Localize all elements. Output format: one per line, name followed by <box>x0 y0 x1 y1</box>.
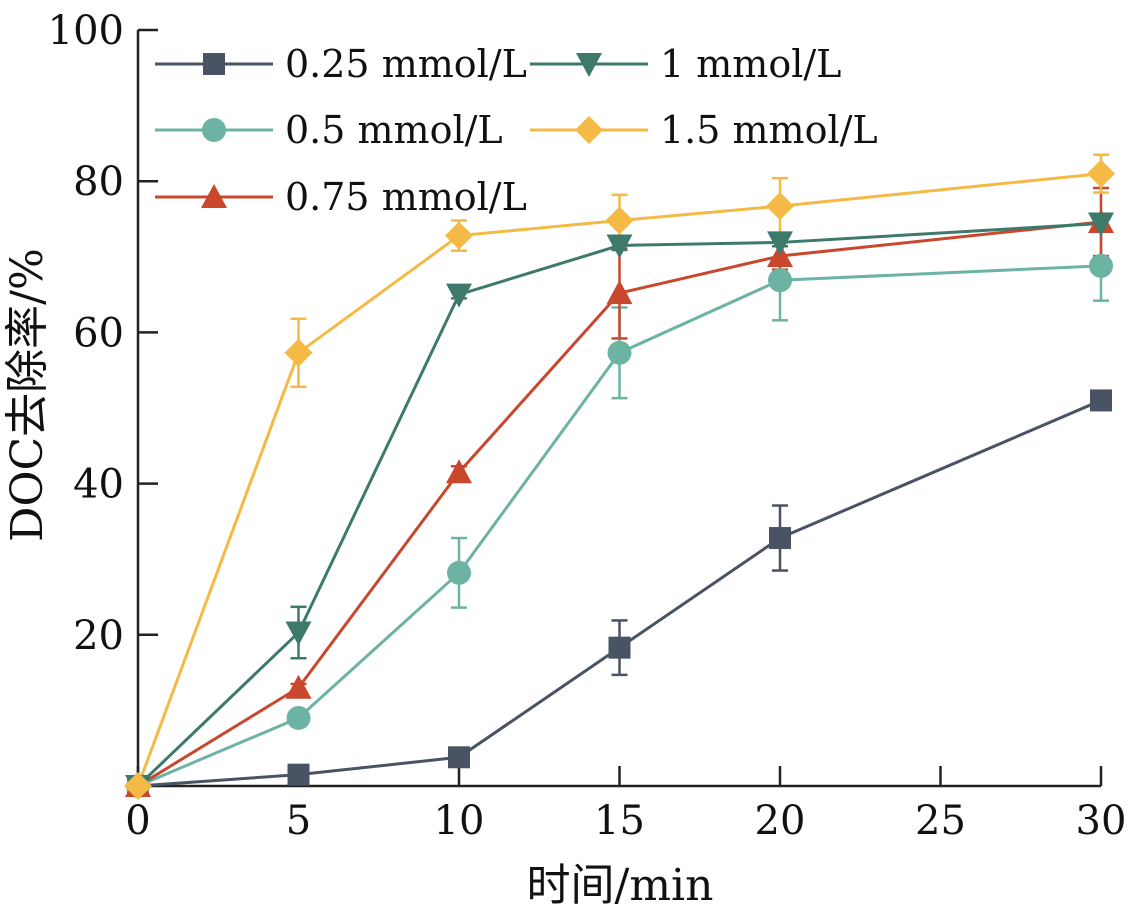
y-tick-label: 60 <box>73 310 124 356</box>
error-bars <box>290 153 1109 780</box>
legend-label: 0.5 mmol/L <box>285 108 503 152</box>
y-tick-label: 40 <box>73 462 124 508</box>
x-axis-title: 时间/min <box>527 860 714 911</box>
x-tick-label: 20 <box>755 798 806 844</box>
data-point <box>607 340 632 365</box>
legend-marker <box>201 184 227 208</box>
y-axis-title: DOC去除率/% <box>2 248 53 542</box>
x-tick-label: 15 <box>594 798 645 844</box>
data-point <box>445 221 473 250</box>
x-tick-label: 30 <box>1076 798 1127 844</box>
data-point <box>767 231 793 256</box>
legend-marker <box>203 53 225 75</box>
series-lines <box>136 172 1102 788</box>
data-point <box>286 705 311 730</box>
legend-label: 1.5 mmol/L <box>660 108 878 152</box>
data-point <box>1087 159 1115 188</box>
series-line-3 <box>136 222 1102 788</box>
x-tick-label: 25 <box>915 798 966 844</box>
axes: 0 5 10 15 20 25 30 20 40 60 80 100 <box>48 8 1127 844</box>
data-point <box>605 206 634 235</box>
series-line-4 <box>136 172 1102 787</box>
x-tick-label: 0 <box>125 798 150 844</box>
data-point <box>285 621 312 646</box>
legend-marker <box>576 53 602 77</box>
data-point <box>768 268 792 293</box>
legend: 0.25 mmol/L 0.5 mmol/L 0.75 mmol/L 1 mmol/L… <box>155 42 878 219</box>
data-point <box>1088 212 1114 237</box>
data-point <box>446 459 472 484</box>
data-point <box>448 746 470 769</box>
legend-marker <box>202 118 226 142</box>
data-point <box>606 280 633 305</box>
legend-label: 0.75 mmol/L <box>285 175 527 219</box>
legend-label: 0.25 mmol/L <box>285 42 527 86</box>
legend-item: 1.5 mmol/L <box>530 108 878 152</box>
series-line-1 <box>137 264 1102 788</box>
data-point <box>447 560 471 585</box>
data-point <box>769 527 791 550</box>
y-tick-label: 80 <box>73 159 124 205</box>
y-tick-label: 20 <box>73 613 124 659</box>
x-tick-label: 10 <box>434 798 485 844</box>
legend-item: 0.25 mmol/L <box>155 42 527 86</box>
data-point <box>446 283 472 308</box>
x-tick-label: 5 <box>286 798 311 844</box>
legend-item: 0.75 mmol/L <box>155 175 527 219</box>
data-point <box>287 763 310 786</box>
data-point <box>124 772 152 800</box>
data-point <box>285 674 312 699</box>
data-point <box>284 338 313 367</box>
legend-marker <box>575 116 603 144</box>
data-point <box>606 234 633 259</box>
legend-item: 1 mmol/L <box>530 42 841 86</box>
series-line-2 <box>137 220 1102 788</box>
data-markers <box>124 159 1115 800</box>
legend-item: 0.5 mmol/L <box>155 108 503 152</box>
data-point <box>1090 389 1112 412</box>
legend-label: 1 mmol/L <box>660 42 841 86</box>
data-point <box>608 636 631 659</box>
data-point <box>766 192 794 221</box>
data-point <box>1089 253 1113 278</box>
series-line-0 <box>137 399 1102 788</box>
y-tick-label: 100 <box>48 8 124 54</box>
